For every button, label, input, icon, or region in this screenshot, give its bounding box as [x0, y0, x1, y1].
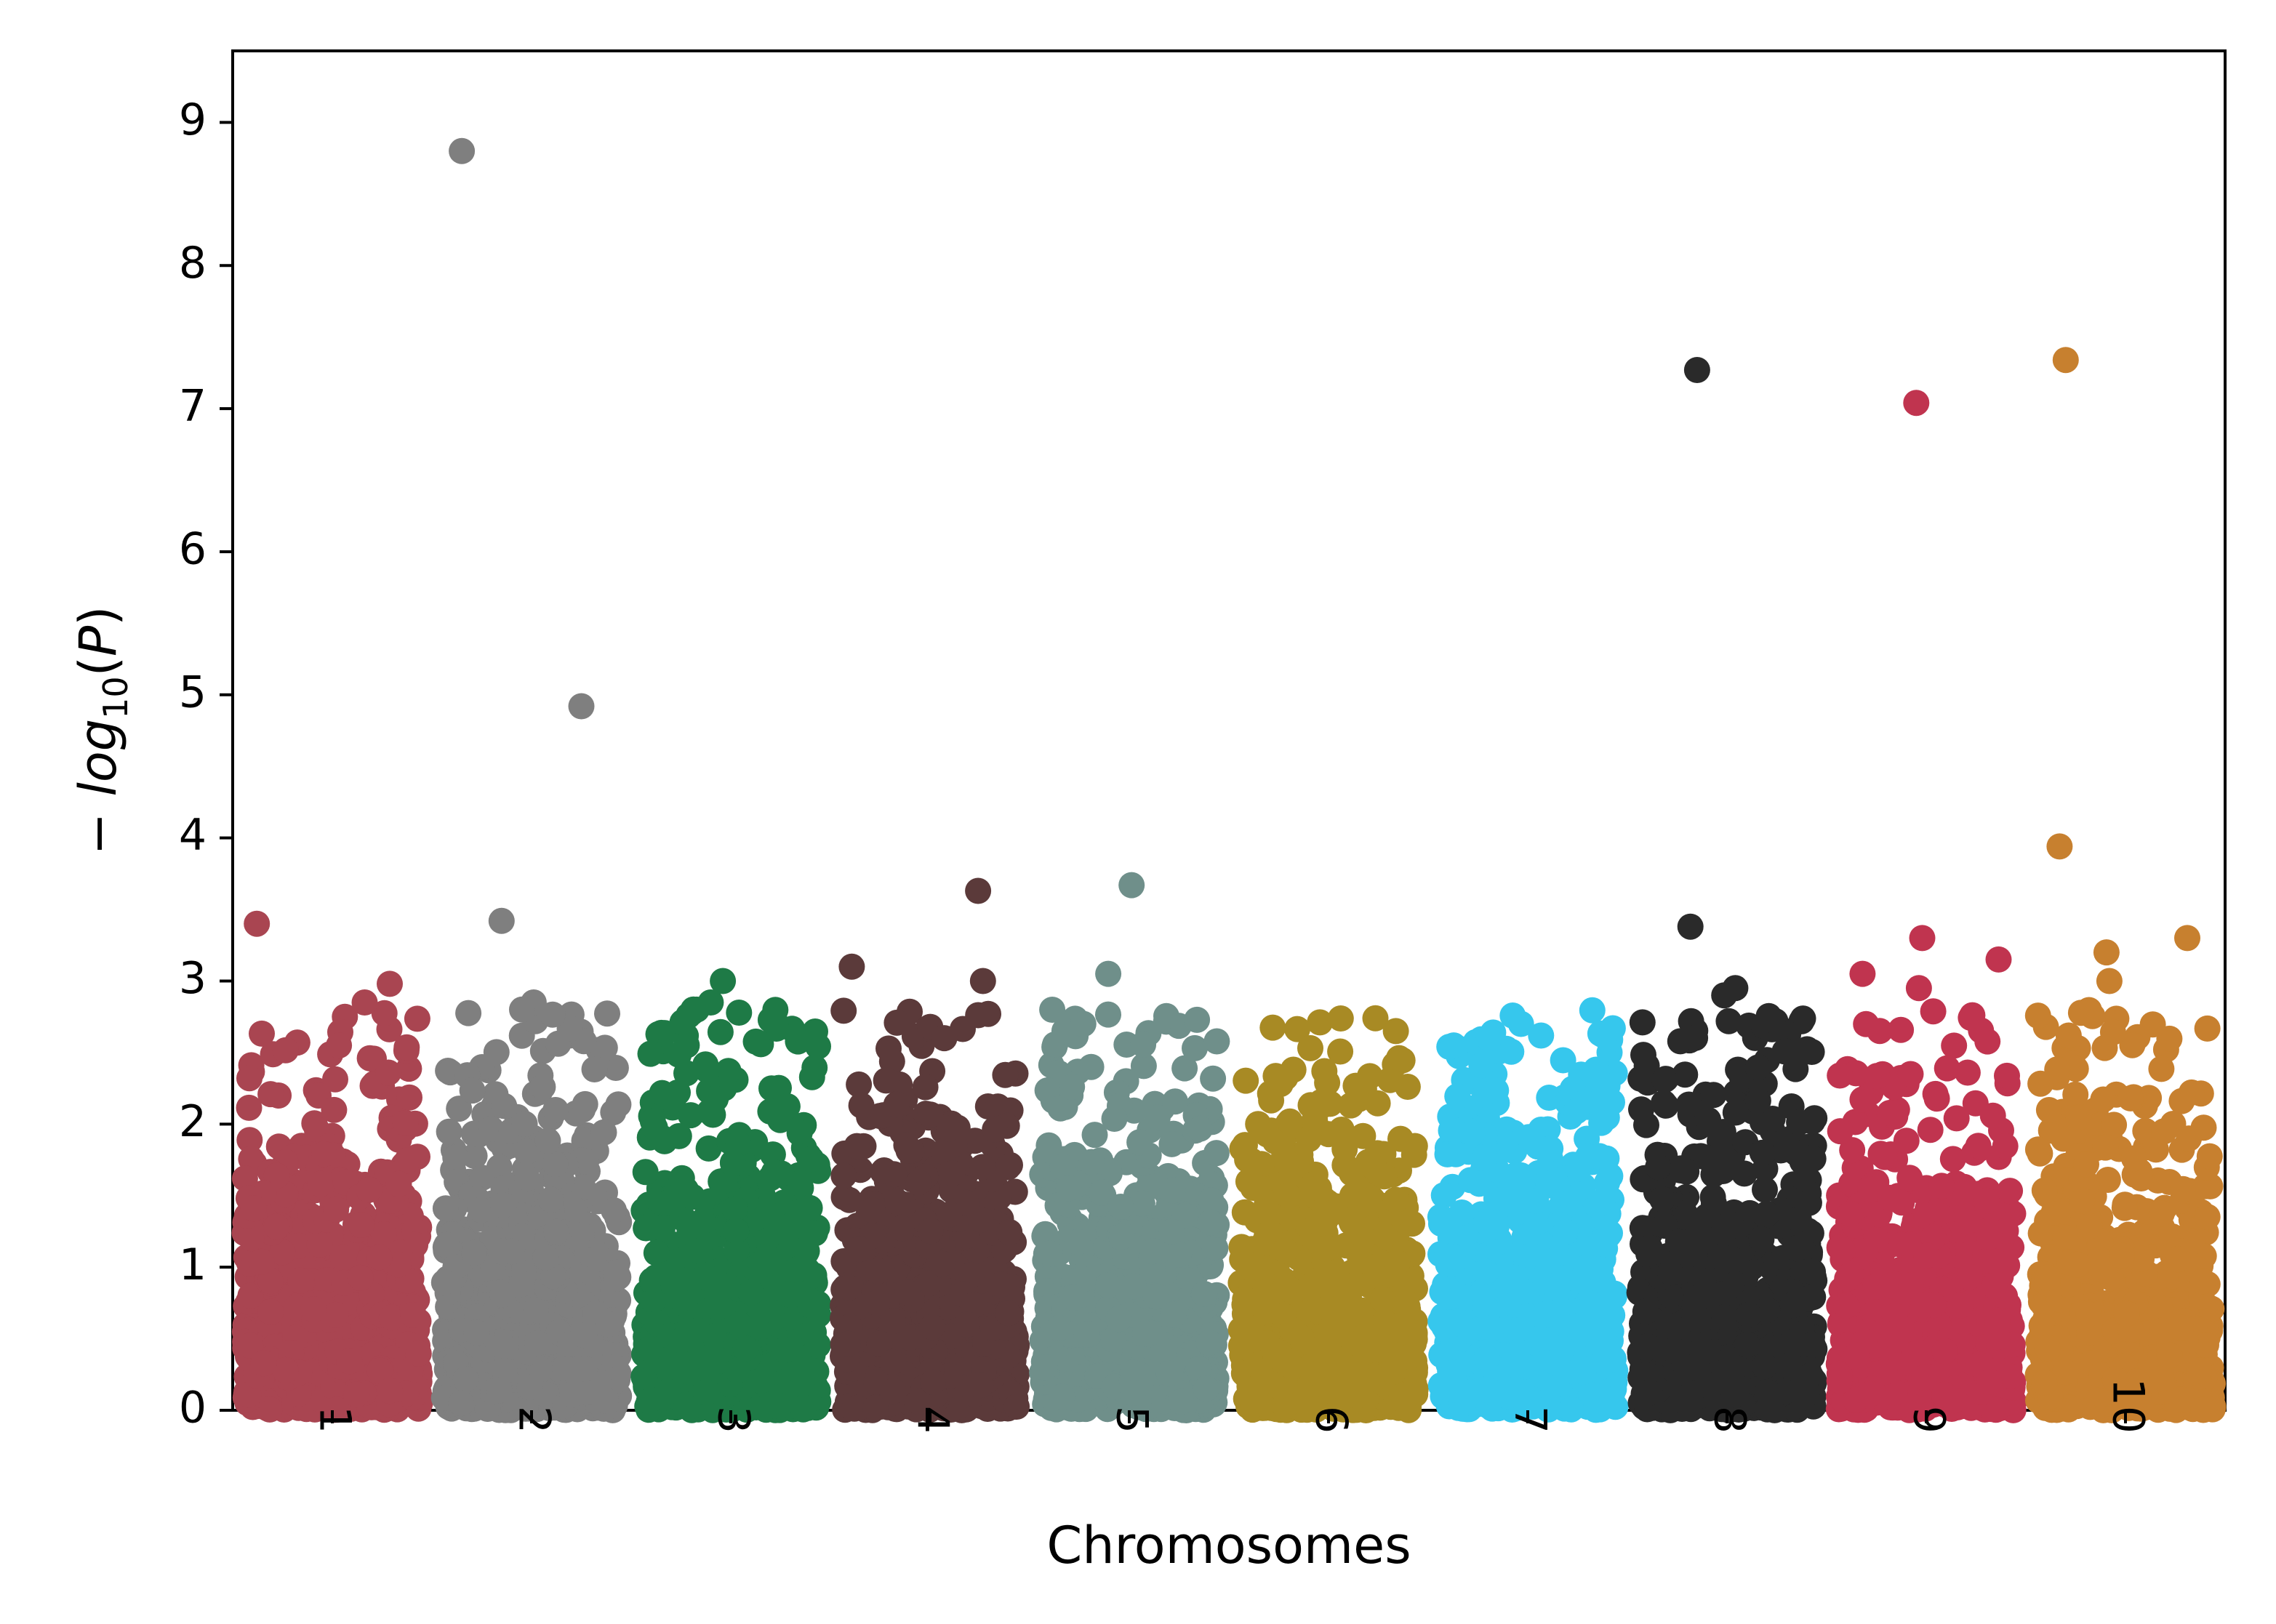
y-tick-label: 2 [179, 1096, 207, 1147]
x-tick-label: 7 [1504, 1406, 1555, 1434]
chromosome-8-points [1627, 357, 1828, 1423]
chromosome-10-points [2025, 347, 2227, 1423]
y-tick-label: 0 [179, 1383, 207, 1434]
x-tick-label: 8 [1704, 1406, 1755, 1434]
x-tick-label: 6 [1305, 1406, 1356, 1434]
y-axis-label: − log10(P) [68, 606, 135, 855]
y-tick-label: 5 [179, 667, 207, 717]
x-tick-label: 5 [1106, 1406, 1157, 1434]
y-axis: 0 1 2 3 4 5 6 7 8 9 [179, 95, 233, 1434]
chromosome-3-points [630, 968, 831, 1423]
y-tick-label: 1 [179, 1239, 207, 1290]
y-tick-label: 7 [179, 381, 207, 432]
x-tick-label: 1 [309, 1406, 360, 1434]
x-tick-label: 3 [708, 1406, 758, 1434]
y-tick-label: 4 [179, 810, 207, 861]
x-tick-label: 10 [2102, 1378, 2153, 1434]
chart-container: 0 1 2 3 4 5 6 7 8 9 − log10(P) 1 2 3 4 5 6 7 8 9 10 Chromosom… [0, 0, 2276, 1624]
chromosome-1-points [232, 911, 433, 1423]
manhattan-plot: 0 1 2 3 4 5 6 7 8 9 − log10(P) 1 2 3 4 5 6 7 8 9 10 Chromosom… [0, 0, 2276, 1624]
x-axis-label: Chromosomes [1046, 1516, 1411, 1575]
y-tick-label: 9 [179, 95, 207, 145]
y-tick-label: 8 [179, 238, 207, 289]
chromosome-2-points [431, 138, 633, 1423]
points-layer [232, 138, 2227, 1423]
chromosome-5-points [1029, 872, 1230, 1423]
x-tick-label: 4 [907, 1406, 958, 1434]
chromosome-4-points [830, 878, 1030, 1423]
chromosome-6-points [1227, 1005, 1428, 1423]
chromosome-7-points [1427, 997, 1629, 1423]
chromosome-9-points [1826, 390, 2027, 1423]
x-tick-label: 2 [508, 1406, 559, 1434]
x-tick-label: 9 [1903, 1406, 1954, 1434]
y-tick-label: 3 [179, 953, 207, 1004]
y-tick-label: 6 [179, 524, 207, 575]
